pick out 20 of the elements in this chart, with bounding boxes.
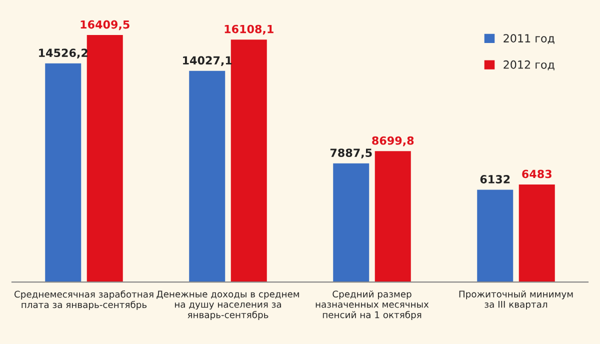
bar xyxy=(189,70,226,282)
data-label: 16409,5 xyxy=(80,20,130,30)
data-label: 6483 xyxy=(522,170,552,178)
bar xyxy=(518,184,555,282)
bar xyxy=(333,163,370,282)
data-label: 16108,1 xyxy=(224,24,274,35)
legend-label: 2011 год xyxy=(504,34,554,44)
bar xyxy=(374,151,411,282)
x-tick-label: Прожиточный минимум за III квартал xyxy=(459,290,573,310)
data-label: 6132 xyxy=(480,175,510,184)
x-tick-label: Средний размер назначенных месячных пенсий на 1 октября xyxy=(316,290,429,320)
legend-label: 2012 год xyxy=(504,60,554,70)
data-label: 7887,5 xyxy=(330,148,372,158)
x-tick-label: Денежные доходы в среднем на душу населения за январь-сентябрь xyxy=(156,290,299,320)
bar xyxy=(45,63,82,282)
bar xyxy=(477,190,514,282)
bar xyxy=(230,40,267,282)
bar xyxy=(86,35,123,282)
data-label: 8699,8 xyxy=(372,136,414,146)
x-tick-label: Среднемесячная заработная плата за январь-сентябрь xyxy=(14,290,154,310)
